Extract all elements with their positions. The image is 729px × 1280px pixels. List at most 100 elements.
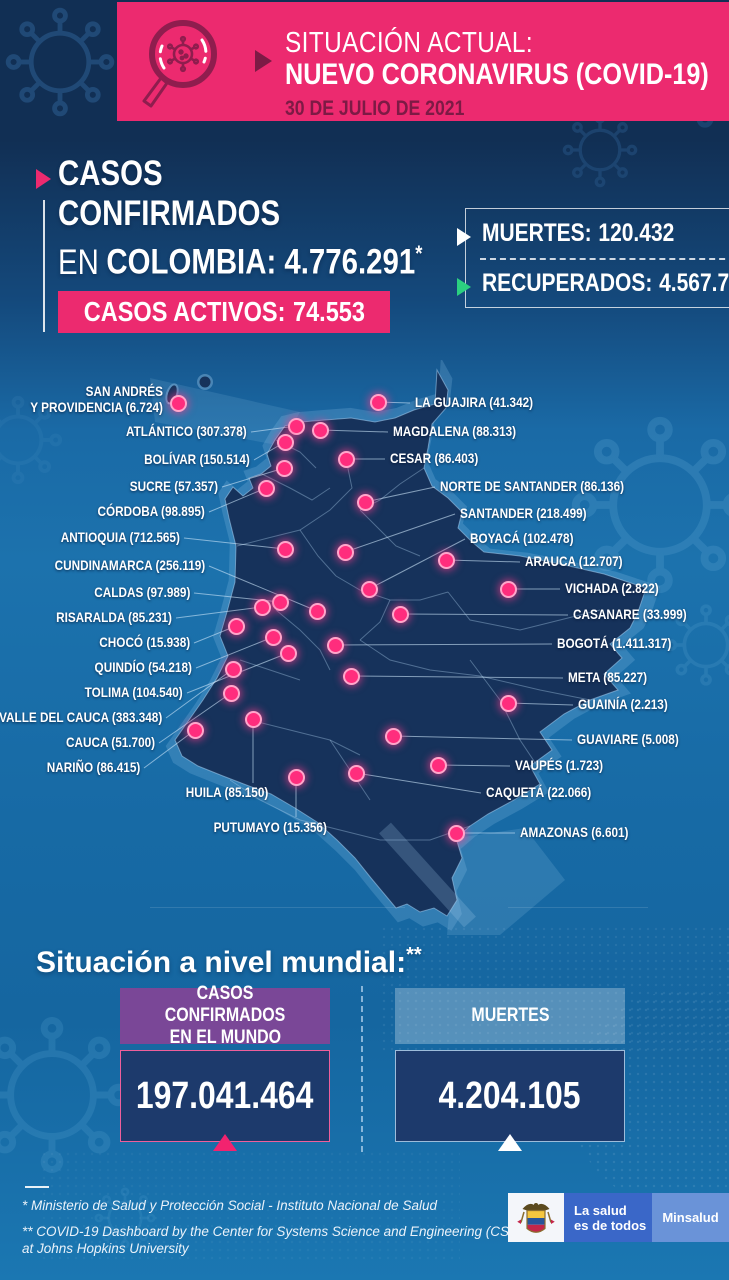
department-label-antioquia: ANTIOQUIA (712.565): [38, 529, 180, 545]
department-name: PUTUMAYO: [213, 819, 280, 835]
case-dot-cauca: [223, 685, 240, 702]
department-label-boyaca: BOYACÁ (102.478): [470, 530, 593, 546]
department-label-cauca: CAUCA (51.700): [49, 734, 155, 750]
case-dot-guainia: [500, 695, 517, 712]
department-cases: (1.723): [562, 757, 604, 773]
case-dot-guaviare: [385, 728, 402, 745]
world-confirmed-group: CASOS CONFIRMADOS EN EL MUNDO 197.041.46…: [120, 983, 330, 1142]
deaths-label: MUERTES:: [482, 219, 592, 247]
deaths-value: 120.432: [598, 219, 675, 247]
department-label-caqueta: CAQUETÁ (22.066): [486, 784, 611, 800]
department-borders: [229, 439, 601, 841]
department-name: VAUPÉS: [515, 757, 563, 773]
department-name: NARIÑO: [46, 759, 93, 775]
case-dot-risaralda: [254, 599, 271, 616]
department-label-meta: META (85.227): [568, 669, 662, 685]
department-label-guaviare: GUAVIARE (5.008): [577, 731, 698, 747]
department-label-vichada: VICHADA (2.822): [565, 580, 677, 596]
department-name: SAN ANDRÉS: [85, 383, 163, 399]
banner-title-line2: NUEVO CORONAVIRUS (COVID-19): [285, 58, 709, 91]
department-cases: (6.601): [587, 824, 629, 840]
department-label-tolima: TOLIMA (104.540): [66, 684, 183, 700]
department-label-caldas: CALDAS (97.989): [76, 584, 190, 600]
world-deaths-value-box: 4.204.105: [395, 1050, 625, 1142]
deaths-row: MUERTES: 120.432: [482, 219, 711, 248]
department-label-arauca: ARAUCA (12.707): [525, 553, 641, 569]
world-section-title: Situación a nivel mundial:**: [36, 944, 422, 979]
san-andres-islands: [165, 374, 213, 405]
world-confirmed-value: 197.041.464: [136, 1074, 314, 1117]
department-label-risaralda: RISARALDA (85.231): [34, 609, 172, 625]
department-name: TOLIMA: [84, 684, 130, 700]
department-cases: (86.403): [431, 450, 479, 466]
department-label-cundinamarca: CUNDINAMARCA (256.119): [26, 557, 205, 573]
banner-arrow-icon: [255, 50, 272, 72]
department-name: CÓRDOBA: [97, 503, 158, 519]
case-dot-quindio: [265, 629, 282, 646]
department-label-casanare: CASANARE (33.999): [573, 606, 708, 622]
case-dot-cesar: [338, 451, 355, 468]
department-name: SANTANDER: [460, 505, 533, 521]
department-name: NORTE DE SANTANDER: [440, 478, 577, 494]
department-name: BOLÍVAR: [144, 451, 197, 467]
department-label-cordoba: CÓRDOBA (98.895): [77, 503, 205, 519]
department-cases: (57.357): [170, 478, 218, 494]
department-name: MAGDALENA: [393, 423, 470, 439]
department-name: ATLÁNTICO: [126, 423, 194, 439]
department-cases: (86.136): [576, 478, 625, 494]
department-name: GUAVIARE: [577, 731, 639, 747]
department-cases: (85.150): [220, 784, 268, 800]
department-cases: (51.700): [107, 734, 155, 750]
department-cases: (104.540): [129, 684, 183, 700]
department-cases: (15.938): [142, 634, 190, 650]
department-cases: (85.231): [124, 609, 172, 625]
department-label-huila: HUILA (85.150): [170, 784, 268, 800]
department-name: CHOCÓ: [99, 634, 143, 650]
department-label-bogota: BOGOTÁ (1.411.317): [557, 635, 693, 651]
case-dot-santander: [337, 544, 354, 561]
case-dot-narino: [187, 722, 204, 739]
department-label-bolivar: BOLÍVAR (150.514): [124, 451, 250, 467]
case-dot-boyaca: [361, 581, 378, 598]
footnote-double-asterisk: **: [406, 944, 422, 966]
department-cases: (102.478): [519, 530, 574, 546]
department-cases: (2.213): [627, 696, 668, 712]
department-label-narino: NARIÑO (86.415): [29, 759, 140, 775]
department-cases: (307.378): [193, 423, 247, 439]
case-dot-magdalena: [312, 422, 329, 439]
colombia-map-section: SAN ANDRÉS Y PROVIDENCIA (6.724) LA GUAJIR…: [0, 360, 729, 935]
title-confirmados: CONFIRMADOS: [58, 194, 281, 233]
department-cases: (98.895): [157, 503, 205, 519]
department-cases: (712.565): [126, 529, 180, 545]
case-dot-tolima: [280, 645, 297, 662]
footnote-source-1: * Ministerio de Salud y Protección Socia…: [22, 1198, 437, 1213]
summary-arrow-icon: [36, 169, 51, 189]
case-dot-vaupes: [430, 757, 447, 774]
department-name: META: [568, 669, 601, 685]
department-cases: (218.499): [532, 505, 587, 521]
trend-up-triangle-pink-icon: [213, 1134, 237, 1151]
department-name: LA GUAJIRA: [415, 394, 487, 410]
case-dot-bolivar: [277, 434, 294, 451]
department-name: HUILA: [185, 784, 221, 800]
department-label-choco: CHOCÓ (15.938): [82, 634, 190, 650]
department-label-guainia: GUAINÍA (2.213): [578, 696, 685, 712]
department-cases: Y PROVIDENCIA (6.724): [30, 399, 163, 415]
case-dot-choco: [228, 618, 245, 635]
department-cases: (5.008): [638, 731, 679, 747]
case-dot-vichada: [500, 581, 517, 598]
world-deaths-header: MUERTES: [395, 988, 625, 1044]
department-label-la-guajira: LA GUAJIRA (41.342): [415, 394, 556, 410]
department-cases: (2.822): [618, 580, 659, 596]
minsalud-logo-bar: La salud es de todos Minsalud: [508, 1193, 729, 1242]
magnifier-virus-icon: [142, 20, 217, 108]
trend-up-triangle-white-icon: [498, 1134, 522, 1151]
case-dot-atlantico: [288, 418, 305, 435]
department-name: QUINDÍO: [94, 659, 145, 675]
divider-line-left: [150, 907, 405, 908]
case-dot-norte-de-santander: [357, 494, 374, 511]
department-name: CUNDINAMARCA: [54, 557, 153, 573]
department-cases: (41.342): [486, 394, 534, 410]
department-name: CESAR: [390, 450, 432, 466]
